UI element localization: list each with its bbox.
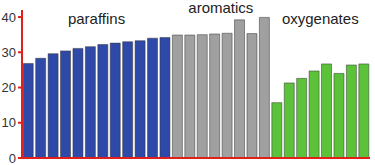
- html-text:oxygenates: oxygenates: [281, 10, 359, 27]
- svg-text:0: 0: [9, 151, 16, 165]
- svg-text:20: 20: [8, 80, 16, 95]
- svg-text:40: 40: [8, 10, 16, 25]
- html-text:paraffins: paraffins: [67, 10, 126, 27]
- html-text:aromatics: aromatics: [188, 0, 254, 16]
- svg-text:30: 30: [8, 45, 16, 60]
- svg-text:10: 10: [8, 115, 16, 130]
